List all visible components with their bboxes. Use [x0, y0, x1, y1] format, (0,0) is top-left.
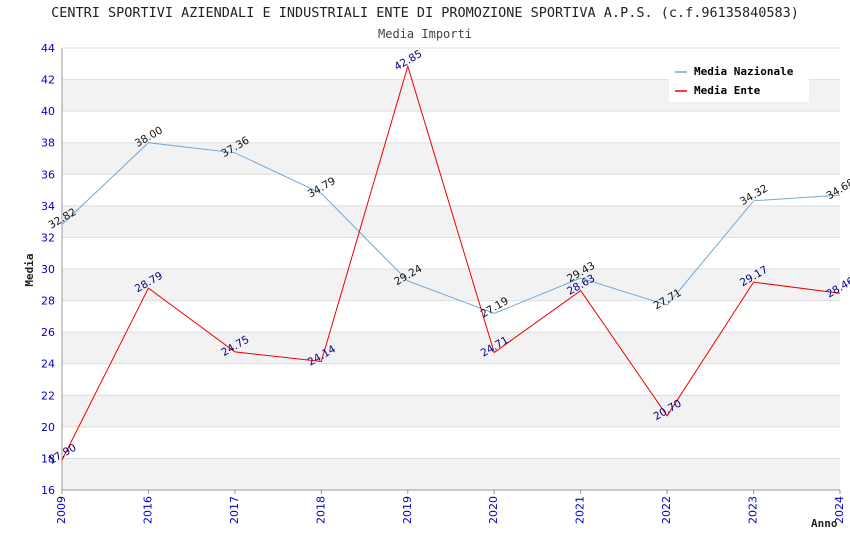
data-label-nazionale: 34.68	[824, 177, 850, 202]
y-axis-title: Media	[23, 253, 36, 286]
x-tick-label: 2020	[487, 496, 500, 524]
x-tick-label: 2021	[574, 496, 587, 524]
y-tick-labels: 16 18 20 22 24 26 28 30 32 34 36 38 40 42 44	[41, 42, 55, 497]
x-tick-label: 2024	[833, 496, 846, 524]
data-label-nazionale: 34.79	[306, 175, 338, 200]
axes	[61, 48, 841, 494]
plot-band	[62, 458, 840, 490]
y-tick-label: 24	[41, 358, 55, 371]
x-tick-label: 2019	[401, 496, 414, 524]
y-tick-label: 18	[41, 452, 55, 465]
y-tick-label: 42	[41, 74, 55, 87]
y-tick-label: 44	[41, 42, 55, 55]
plot-band	[62, 142, 840, 175]
plot-background-bands	[62, 79, 840, 490]
legend-box	[669, 60, 809, 102]
legend-label-media-ente: Media Ente	[694, 84, 761, 97]
series-line-media-nazionale	[61, 142, 841, 314]
plot-band	[62, 332, 840, 364]
legend-label-media-nazionale: Media Nazionale	[694, 65, 794, 78]
y-tick-label: 34	[41, 200, 55, 213]
y-tick-label: 28	[41, 295, 55, 308]
plot-band	[62, 395, 840, 427]
y-tick-label: 36	[41, 168, 55, 181]
x-tick-label: 2022	[660, 496, 673, 524]
y-tick-label: 30	[41, 263, 55, 276]
plot-band	[62, 205, 840, 238]
y-tick-label: 16	[41, 484, 55, 497]
x-tick-labels: 2009 2016 2017 2018 2019 2020 2021 2022 2023 2024	[55, 496, 846, 524]
x-tick-label: 2018	[314, 496, 327, 524]
y-tick-label: 38	[41, 137, 55, 150]
y-tick-label: 22	[41, 389, 55, 402]
y-tick-label: 40	[41, 105, 55, 118]
legend: Media Nazionale Media Ente	[669, 60, 809, 102]
series-line-media-ente	[61, 64, 841, 461]
x-axis-title: Anno	[811, 517, 838, 530]
x-tick-label: 2009	[55, 496, 68, 524]
data-label-nazionale: 34.32	[738, 182, 770, 207]
plot-band	[62, 269, 840, 301]
series-lines	[61, 64, 841, 461]
chart-title: CENTRI SPORTIVI AZIENDALI E INDUSTRIALI …	[51, 5, 799, 21]
x-tick-label: 2017	[228, 496, 241, 524]
x-tick-label: 2016	[141, 496, 154, 524]
x-tick-label: 2023	[747, 496, 760, 524]
y-tick-label: 32	[41, 231, 55, 244]
y-tick-label: 20	[41, 421, 55, 434]
chart-subtitle: Media Importi	[378, 27, 472, 41]
y-tick-label: 26	[41, 326, 55, 339]
